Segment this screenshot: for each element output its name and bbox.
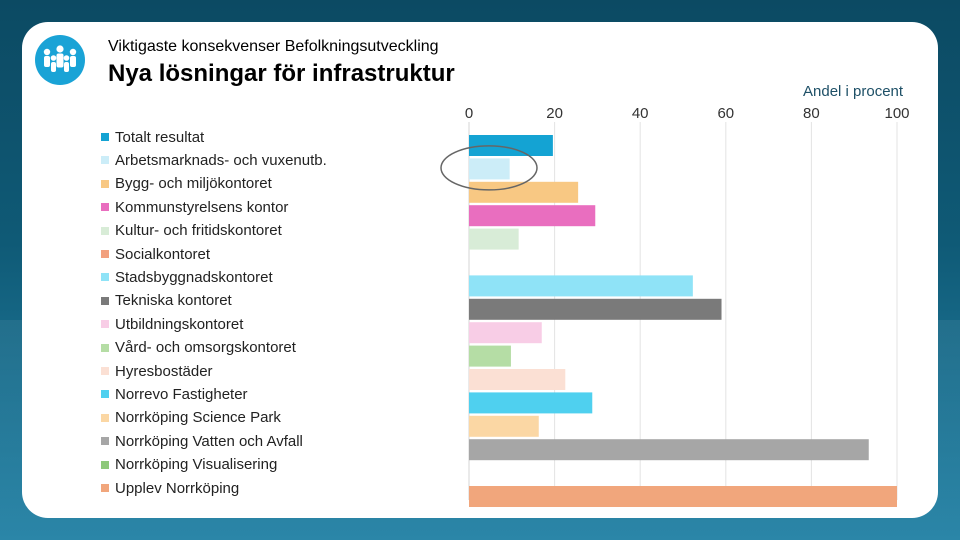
legend-swatch: [101, 156, 109, 165]
legend-item: Norrköping Science Park: [101, 408, 281, 428]
legend-item: Kultur- och fritidskontoret: [101, 221, 282, 241]
bar: [469, 228, 519, 250]
legend-label: Bygg- och miljökontoret: [115, 175, 272, 193]
legend-swatch: [101, 343, 109, 352]
bar: [469, 322, 542, 344]
legend-swatch: [101, 250, 109, 258]
legend-swatch: [101, 179, 109, 188]
legend-label: Norrköping Science Park: [115, 409, 281, 427]
logo: [35, 35, 85, 85]
legend-label: Norrköping Vatten och Avfall: [115, 432, 303, 450]
legend-item: Bygg- och miljökontoret: [101, 174, 272, 194]
legend-item: Norrköping Visualisering: [101, 455, 277, 475]
x-axis-label: Andel i procent: [803, 83, 904, 100]
legend-label: Norrköping Visualisering: [115, 456, 278, 474]
x-tick-label: 60: [717, 105, 734, 122]
legend-swatch: [101, 484, 109, 492]
legend-label: Kommunstyrelsens kontor: [115, 198, 289, 216]
page-title: Nya lösningar för infrastruktur: [108, 60, 455, 87]
legend-swatch: [101, 296, 109, 305]
x-tick-label: 40: [632, 105, 649, 122]
legend-swatch: [101, 437, 109, 446]
legend-swatch: [101, 133, 109, 141]
legend-swatch: [101, 367, 109, 375]
legend-item: Socialkontoret: [101, 244, 210, 264]
bar: [469, 415, 539, 437]
legend-label: Socialkontoret: [115, 245, 211, 263]
bar: [469, 275, 693, 297]
legend-item: Norrevo Fastigheter: [101, 384, 248, 404]
legend-swatch: [101, 390, 109, 399]
legend-item: Tekniska kontoret: [101, 291, 232, 311]
legend-item: Hyresbostäder: [101, 361, 213, 381]
legend-item: Stadsbyggnadskontoret: [101, 267, 273, 287]
bar: [469, 205, 596, 227]
legend-item: Norrköping Vatten och Avfall: [101, 431, 303, 451]
bar: [469, 135, 553, 156]
bar: [469, 158, 510, 180]
bar: [469, 298, 722, 320]
legend-swatch: [101, 273, 109, 282]
legend-item: Upplev Norrköping: [101, 478, 239, 498]
bar: [469, 181, 579, 203]
legend-label: Totalt resultat: [115, 128, 205, 146]
legend-item: Totalt resultat: [101, 127, 204, 147]
x-tick-label: 80: [803, 105, 820, 122]
legend-swatch: [101, 413, 109, 422]
legend-label: Tekniska kontoret: [115, 292, 232, 310]
legend-item: Kommunstyrelsens kontor: [101, 197, 288, 217]
legend-label: Utbildningskontoret: [115, 315, 244, 333]
legend-item: Vård- och omsorgskontoret: [101, 338, 296, 358]
legend-label: Arbetsmarknads- och vuxenutb.: [115, 151, 327, 169]
people-group-icon: [43, 45, 77, 72]
highlight-ellipse: [440, 145, 538, 191]
x-tick-label: 20: [546, 105, 563, 122]
bar: [469, 345, 511, 367]
bar: [469, 439, 869, 461]
legend-swatch: [101, 226, 109, 235]
legend-item: Utbildningskontoret: [101, 314, 243, 334]
legend-label: Upplev Norrköping: [115, 479, 240, 497]
bar: [469, 392, 593, 414]
legend-label: Hyresbostäder: [115, 362, 213, 380]
legend-label: Norrevo Fastigheter: [115, 385, 248, 403]
page-subtitle: Viktigaste konsekvenser Befolkningsutvec…: [108, 38, 439, 55]
legend-label: Vård- och omsorgskontoret: [115, 339, 296, 357]
bar: [469, 369, 566, 390]
legend-swatch: [101, 203, 109, 212]
legend-label: Stadsbyggnadskontoret: [115, 268, 273, 286]
legend-label: Kultur- och fritidskontoret: [115, 222, 282, 240]
x-tick-label: 0: [465, 105, 473, 122]
legend-swatch: [101, 460, 109, 469]
bar: [469, 486, 897, 507]
x-tick-label: 100: [884, 105, 909, 122]
legend-item: Arbetsmarknads- och vuxenutb.: [101, 150, 327, 170]
legend-swatch: [101, 320, 109, 329]
